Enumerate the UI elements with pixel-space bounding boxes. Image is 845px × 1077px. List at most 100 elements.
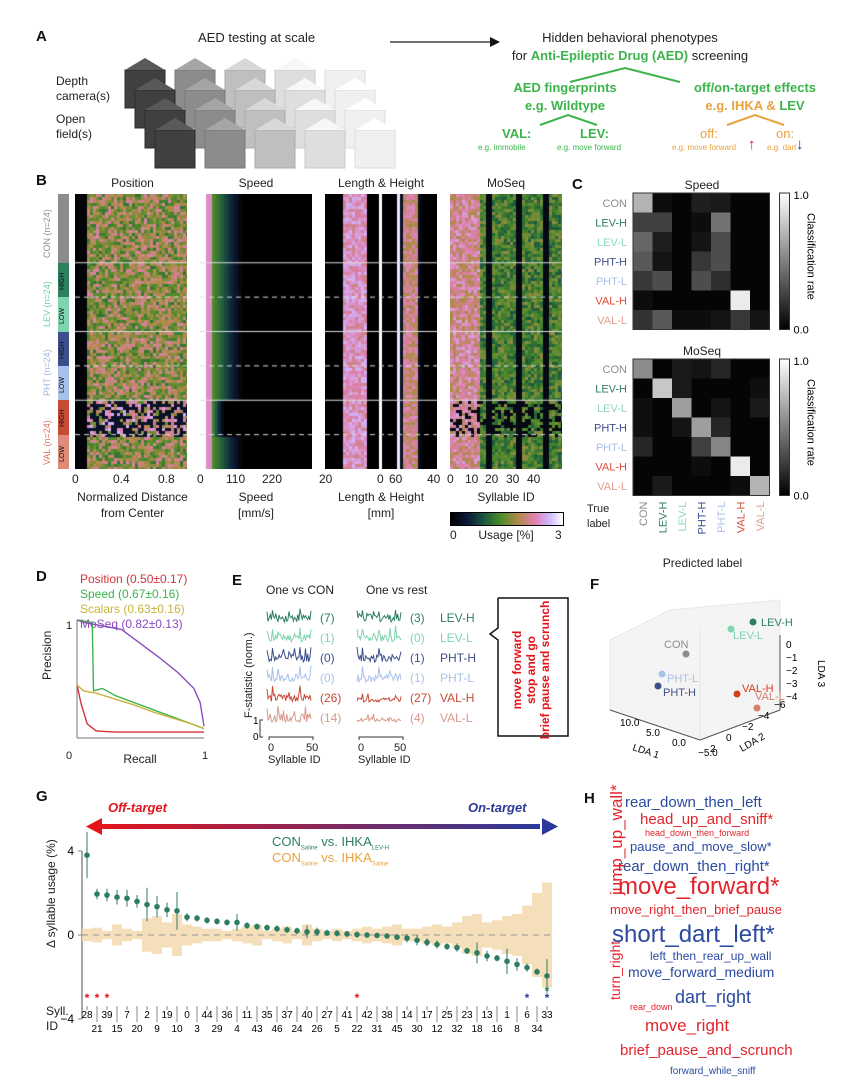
lev-h-point	[224, 919, 230, 926]
count-con: (1)	[320, 631, 335, 645]
syll-id: 31	[371, 1024, 383, 1035]
cm-cell	[750, 378, 770, 398]
syll-id: 14	[401, 1010, 413, 1021]
legend-item-position: Position (0.50±0.17)	[80, 572, 188, 586]
g-ytick-label: 4	[67, 844, 74, 858]
colorbar	[779, 192, 790, 330]
dose-bar-high: HIGH	[58, 262, 69, 298]
d-legend: Position (0.50±0.17) Speed (0.67±0.16) Sca…	[80, 572, 187, 632]
on-target-label: On-target	[468, 800, 527, 815]
syll-id: 10	[171, 1024, 183, 1035]
lev-h-point	[324, 930, 330, 936]
point-pht-l	[658, 670, 666, 678]
syll-id: 40	[301, 1010, 313, 1021]
lev-h-point	[464, 947, 470, 954]
word-head-down-then-forward: head_down_then_forward	[645, 828, 750, 838]
lev-h-point	[214, 918, 220, 925]
count-con: (14)	[320, 711, 341, 725]
lda3-tick: −1	[786, 653, 798, 664]
cm-cell	[691, 456, 711, 476]
row-label: PHT-H	[594, 256, 627, 268]
cm-cell	[652, 437, 672, 457]
cm-cell	[672, 310, 692, 330]
cm-cell	[652, 271, 672, 291]
cm-cell	[730, 398, 750, 418]
depth-camera	[175, 58, 215, 70]
moseq-tick-4: 40	[527, 472, 541, 486]
syll-id: 28	[81, 1010, 93, 1021]
sig-star-green: *	[545, 984, 550, 998]
saline-bar	[162, 922, 172, 948]
lda3-label: LDA 3	[815, 660, 826, 688]
col-label: LEV-L	[677, 502, 689, 532]
cm-cell	[730, 378, 750, 398]
group-color-bar	[58, 194, 69, 263]
legend-item-speed: Speed (0.67±0.16)	[80, 587, 180, 601]
lev-h-point	[144, 901, 150, 908]
cm-cell	[633, 398, 653, 418]
depth-camera	[345, 98, 385, 110]
length-height-heatmap	[325, 194, 437, 469]
saline-bar	[272, 928, 282, 942]
d-xlabel: Recall	[123, 752, 157, 766]
depth-camera	[285, 78, 325, 90]
syll-id: 0	[184, 1010, 190, 1021]
open-field-label-2: field(s)	[56, 127, 93, 141]
col-label: CON	[638, 501, 650, 526]
syll-id: 24	[291, 1024, 303, 1035]
cm-cell	[750, 251, 770, 271]
cbar-label: Classification rate	[805, 213, 817, 300]
cm-cell	[652, 476, 672, 496]
point-lev-h	[749, 618, 757, 626]
callout-line-2: stop and go	[524, 636, 538, 704]
lev-h-point	[484, 953, 490, 959]
lev-h-point	[134, 898, 140, 905]
trace-lev-l	[266, 627, 312, 644]
depth-camera	[275, 58, 315, 70]
syll-id: 29	[211, 1024, 223, 1035]
callout-line-3: brief pause and scrunch	[538, 600, 552, 740]
cm-cell	[633, 212, 653, 232]
dose-label: LOW	[59, 445, 66, 462]
group-name: PHT (n=24)	[42, 349, 52, 396]
point-val-h	[733, 690, 741, 698]
true-label-1: True	[587, 503, 610, 515]
branch-lines-top	[569, 66, 681, 83]
cm-cell	[652, 290, 672, 310]
cm-cell	[711, 437, 731, 457]
point-label: VAL-L	[755, 691, 785, 703]
cm-cell	[652, 232, 672, 252]
word-move-right-then-brief-pause: move_right_then_brief_pause	[610, 902, 783, 917]
count-rest: (4)	[410, 711, 425, 725]
trace-lev-h	[266, 608, 312, 624]
cm-cell	[652, 193, 672, 213]
saline-bar	[292, 930, 302, 940]
cm-cell	[730, 271, 750, 291]
word-move-forward: move_forward*	[618, 873, 780, 900]
saline-bar	[482, 922, 492, 948]
depth-camera	[155, 118, 195, 130]
cm-cell	[711, 378, 731, 398]
lev-h-point	[84, 852, 90, 858]
ihka-prefix: e.g. IHKA &	[705, 98, 780, 113]
cm-cell	[691, 251, 711, 271]
syll-id: 1	[504, 1010, 510, 1021]
group-3: VAL (n=24) HIGH LOW	[42, 400, 72, 469]
lev-h-point	[504, 958, 510, 965]
saline-bar	[492, 920, 502, 950]
cm-cell	[730, 251, 750, 271]
c-speed-confusion-matrix: CON LEV-H LEV-L PHT-H PHT-L VAL-H VAL-L 1.0 0.0 C…	[594, 190, 817, 337]
lh-tick-3: 40	[427, 472, 441, 486]
word-rear-down-then-right: rear_down_then_right*	[618, 858, 770, 875]
panel-label-g: G	[36, 788, 48, 805]
e-fstat-traces: (7) (3) LEV-H (1) (0) LEV-L (0) (1) PHT-H (0) (1) P…	[253, 608, 476, 743]
depth-camera	[225, 58, 265, 70]
cm-cell	[672, 437, 692, 457]
dose-bar-low: LOW	[58, 434, 69, 469]
pr-line-speed	[76, 619, 205, 730]
off-on-target-label: off/on-target effects	[693, 80, 817, 95]
cm-cell	[730, 456, 750, 476]
e-scale-bar	[259, 719, 263, 738]
row-label: PHT-H	[440, 651, 476, 665]
g-ytick-label: 0	[67, 928, 74, 942]
